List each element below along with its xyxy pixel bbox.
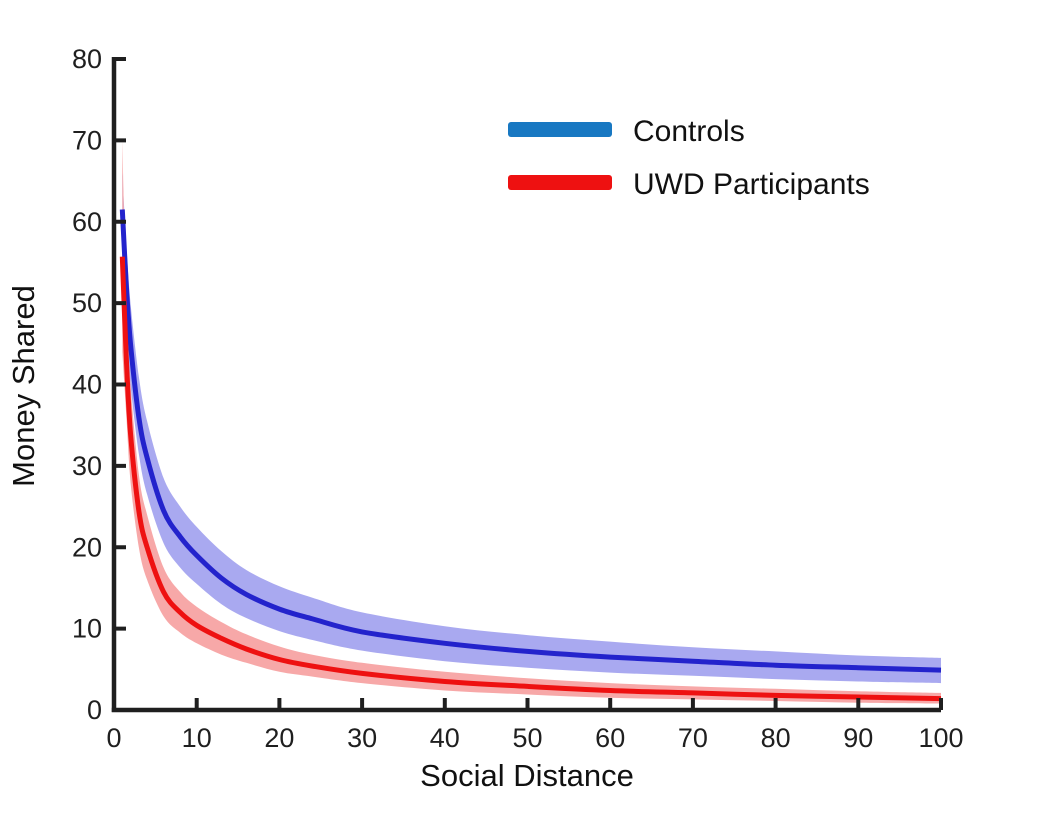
y-axis-label: Money Shared — [6, 285, 41, 487]
confidence-bands — [122, 140, 942, 704]
y-tick-label-10: 10 — [72, 614, 102, 644]
legend-swatch-controls — [508, 122, 612, 137]
curves — [119, 209, 942, 702]
curve-controls — [119, 209, 942, 673]
x-tick-label-90: 90 — [843, 723, 873, 753]
x-tick-label-100: 100 — [918, 723, 963, 753]
x-tick-label-40: 40 — [430, 723, 460, 753]
y-tick-label-0: 0 — [87, 695, 102, 725]
y-tick-label-20: 20 — [72, 532, 102, 562]
axis-tick-labels: 0 10 20 30 40 50 60 70 80 90 100 0 10 20 30 40 50 60 70 80 — [72, 44, 964, 753]
y-tick-label-80: 80 — [72, 44, 102, 74]
y-tick-label-40: 40 — [72, 370, 102, 400]
x-tick-label-0: 0 — [106, 723, 121, 753]
y-tick-label-60: 60 — [72, 207, 102, 237]
legend: Controls UWD Participants — [508, 115, 870, 201]
x-tick-label-10: 10 — [182, 723, 212, 753]
legend-label-uwd: UWD Participants — [633, 168, 870, 201]
axis-ticks — [114, 57, 943, 710]
x-axis-label: Social Distance — [420, 758, 634, 793]
band-uwd-participants — [122, 140, 942, 704]
x-tick-label-60: 60 — [595, 723, 625, 753]
x-tick-label-80: 80 — [761, 723, 791, 753]
curve-uwd-participants — [119, 256, 942, 702]
axes: 0 10 20 30 40 50 60 70 80 90 100 0 10 20 30 40 50 60 70 80 — [72, 44, 964, 753]
x-tick-label-20: 20 — [264, 723, 294, 753]
legend-label-controls: Controls — [633, 115, 745, 148]
y-tick-label-70: 70 — [72, 125, 102, 155]
y-tick-label-30: 30 — [72, 451, 102, 481]
x-tick-label-70: 70 — [678, 723, 708, 753]
y-tick-label-50: 50 — [72, 288, 102, 318]
legend-swatch-uwd — [508, 175, 612, 190]
band-controls — [122, 172, 942, 684]
x-tick-label-50: 50 — [512, 723, 542, 753]
x-tick-label-30: 30 — [347, 723, 377, 753]
